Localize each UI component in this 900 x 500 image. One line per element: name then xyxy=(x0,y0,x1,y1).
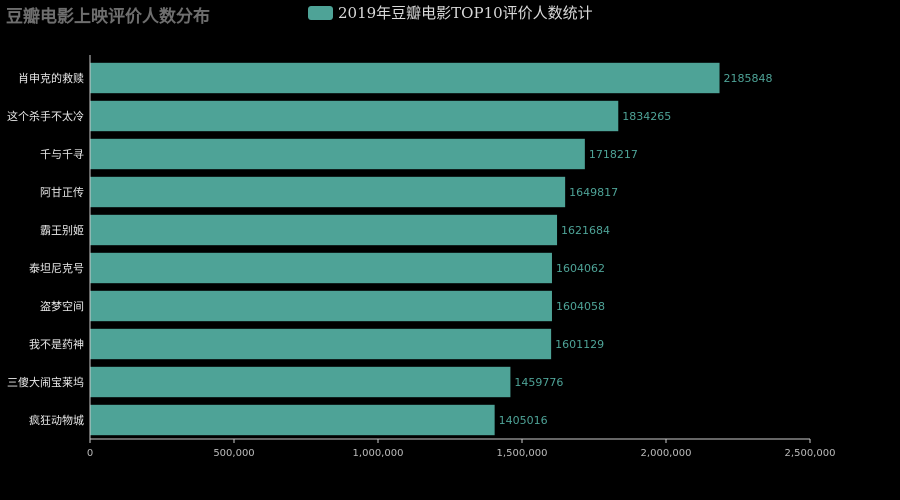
category-label: 泰坦尼克号 xyxy=(29,261,84,275)
legend-swatch xyxy=(308,5,333,20)
x-tick-label: 2,000,000 xyxy=(641,448,692,459)
category-label: 我不是药神 xyxy=(29,337,84,351)
bar xyxy=(90,290,552,322)
bar xyxy=(90,252,552,284)
value-label: 1405016 xyxy=(499,414,548,427)
x-tick-label: 500,000 xyxy=(213,448,254,459)
bar xyxy=(90,366,511,398)
value-label: 1718217 xyxy=(589,148,638,161)
chart-legend[interactable]: 2019年豆瓣电影TOP10评价人数统计 xyxy=(308,2,593,23)
category-label: 千与千寻 xyxy=(40,148,84,161)
legend-label: 2019年豆瓣电影TOP10评价人数统计 xyxy=(338,4,593,22)
value-label: 1834265 xyxy=(622,110,671,123)
x-tick-label: 2,500,000 xyxy=(785,448,836,459)
bar xyxy=(90,62,720,94)
category-label: 三傻大闹宝莱坞 xyxy=(7,375,84,389)
bar xyxy=(90,176,566,208)
bar xyxy=(90,328,552,360)
x-tick-label: 1,000,000 xyxy=(353,448,404,459)
x-tick-label: 0 xyxy=(87,448,93,459)
value-label: 1604058 xyxy=(556,300,605,313)
chart-title: 豆瓣电影上映评价人数分布 xyxy=(6,7,210,27)
bar xyxy=(90,214,558,246)
bar xyxy=(90,404,495,436)
value-label: 1649817 xyxy=(569,186,618,199)
value-label: 2185848 xyxy=(724,72,773,85)
value-label: 1601129 xyxy=(555,338,604,351)
category-label: 阿甘正传 xyxy=(40,186,84,199)
value-label: 1621684 xyxy=(561,224,610,237)
category-label: 霸王别姬 xyxy=(40,224,84,237)
x-tick-label: 1,500,000 xyxy=(497,448,548,459)
bar xyxy=(90,100,619,132)
value-label: 1604062 xyxy=(556,262,605,275)
category-label: 这个杀手不太冷 xyxy=(7,109,84,123)
value-label: 1459776 xyxy=(514,376,563,389)
category-label: 疯狂动物城 xyxy=(29,413,84,427)
bar xyxy=(90,138,585,170)
category-label: 盗梦空间 xyxy=(40,299,84,313)
category-label: 肖申克的救赎 xyxy=(18,71,84,85)
